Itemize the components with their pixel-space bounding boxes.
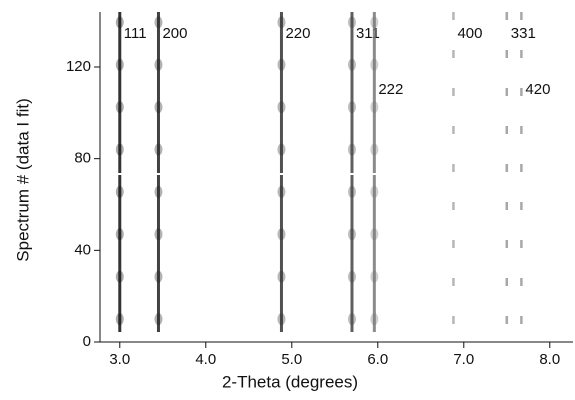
peak-blob bbox=[370, 58, 379, 71]
peak-blob bbox=[347, 101, 356, 114]
peak-blob bbox=[115, 16, 124, 29]
peak-blob bbox=[370, 270, 379, 283]
peak-label: 331 bbox=[511, 25, 536, 42]
peak-blob bbox=[115, 58, 124, 71]
peak-blob bbox=[277, 58, 286, 71]
peak-blob bbox=[154, 16, 163, 29]
y-axis-title: Spectrum # (data I fit) bbox=[13, 98, 32, 261]
peak-label: 111 bbox=[124, 25, 147, 42]
peak-blob bbox=[277, 101, 286, 114]
y-tick-label: 0 bbox=[83, 333, 91, 350]
peak-blob bbox=[277, 185, 286, 198]
peak-blob bbox=[277, 270, 286, 283]
peak-blob bbox=[115, 270, 124, 283]
peak-blob bbox=[347, 143, 356, 156]
peak-blob bbox=[154, 270, 163, 283]
peak-blob bbox=[115, 143, 124, 156]
peak-blob bbox=[115, 228, 124, 241]
peak-blob bbox=[115, 185, 124, 198]
peak-blob bbox=[154, 228, 163, 241]
x-tick-label: 4.0 bbox=[195, 351, 216, 368]
x-axis-title: 2-Theta (degrees) bbox=[222, 372, 358, 391]
peak-blob bbox=[370, 313, 379, 326]
peak-label: 220 bbox=[285, 25, 310, 42]
peak-blob bbox=[347, 185, 356, 198]
y-tick-label: 40 bbox=[74, 241, 91, 258]
peak-blob bbox=[154, 313, 163, 326]
x-tick-label: 5.0 bbox=[281, 351, 302, 368]
peak-blob bbox=[370, 185, 379, 198]
peak-blob bbox=[347, 228, 356, 241]
peak-label: 222 bbox=[378, 81, 403, 98]
peak-blob bbox=[347, 58, 356, 71]
x-tick-label: 3.0 bbox=[109, 351, 130, 368]
peak-blob bbox=[154, 101, 163, 114]
peak-blob bbox=[154, 58, 163, 71]
x-tick-label: 6.0 bbox=[367, 351, 388, 368]
peak-blob bbox=[347, 313, 356, 326]
y-tick-label: 80 bbox=[74, 150, 91, 167]
y-tick-label: 120 bbox=[66, 58, 91, 75]
peak-blob bbox=[277, 228, 286, 241]
peak-blob bbox=[154, 143, 163, 156]
peak-blob bbox=[370, 228, 379, 241]
peak-label: 200 bbox=[162, 25, 187, 42]
x-tick-label: 8.0 bbox=[539, 351, 560, 368]
peak-blob bbox=[347, 270, 356, 283]
peak-blob bbox=[154, 185, 163, 198]
peak-label: 400 bbox=[457, 25, 482, 42]
peak-blob bbox=[115, 101, 124, 114]
peak-blob bbox=[370, 16, 379, 29]
peak-blob bbox=[370, 143, 379, 156]
peak-blob bbox=[347, 16, 356, 29]
peak-blob bbox=[370, 101, 379, 114]
peak-blob bbox=[277, 16, 286, 29]
peak-blob bbox=[277, 313, 286, 326]
peak-blob bbox=[115, 313, 124, 326]
peak-label: 420 bbox=[525, 81, 550, 98]
peak-blob bbox=[277, 143, 286, 156]
x-tick-label: 7.0 bbox=[453, 351, 474, 368]
